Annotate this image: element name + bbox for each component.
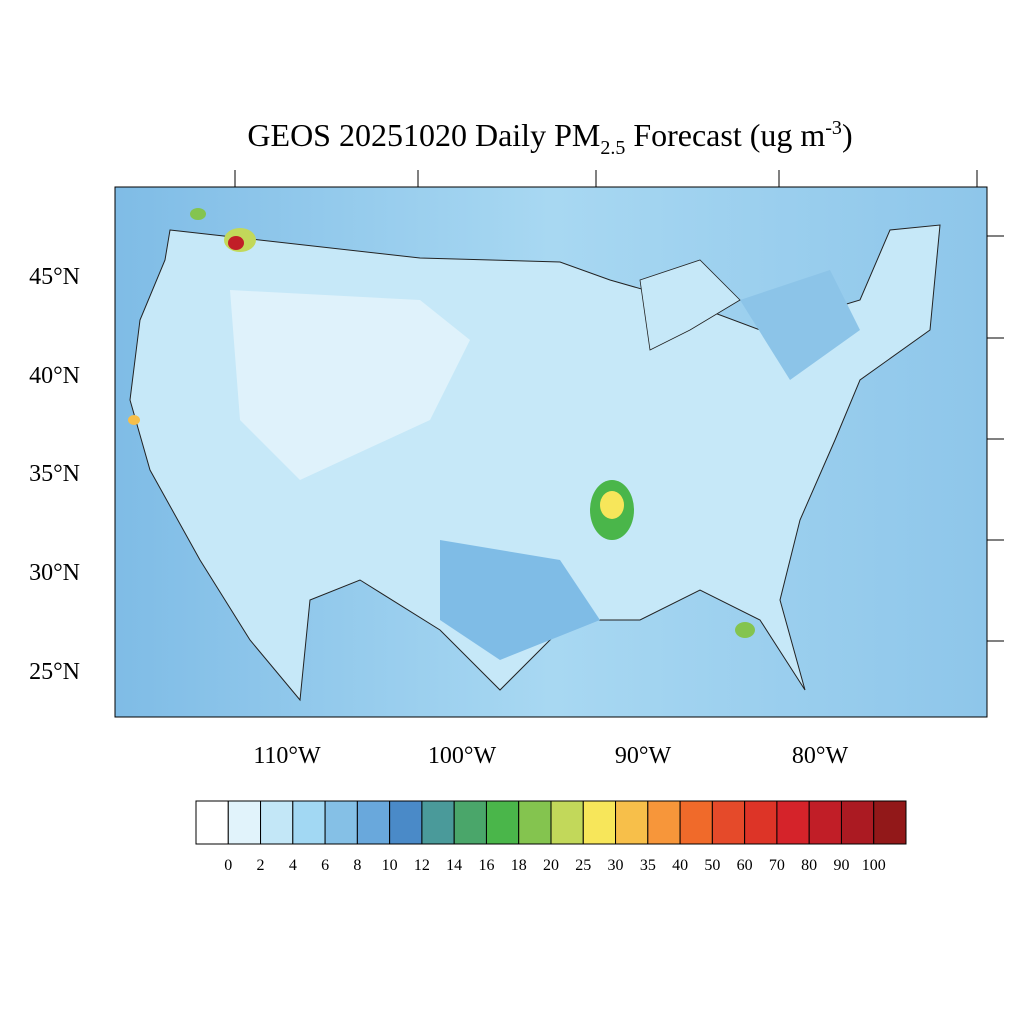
lat-label: 30°N bbox=[29, 560, 80, 586]
lat-label: 45°N bbox=[29, 264, 80, 290]
colorbar-box bbox=[776, 800, 810, 845]
colorbar-label: 10 bbox=[382, 857, 398, 874]
colorbar-box bbox=[840, 800, 875, 845]
colorbar-label: 25 bbox=[575, 857, 591, 874]
colorbar-box bbox=[873, 800, 907, 845]
colorbar-label: 14 bbox=[446, 857, 462, 874]
colorbar-label: 35 bbox=[640, 857, 656, 874]
lon-label: 110°W bbox=[253, 743, 321, 769]
title: GEOS 20251020 Daily PM2.5 Forecast (ug m… bbox=[247, 117, 852, 159]
colorbar-box bbox=[485, 800, 520, 845]
colorbar-label: 40 bbox=[672, 857, 688, 874]
colorbar-box bbox=[324, 800, 358, 845]
colorbar-label: 20 bbox=[543, 857, 559, 874]
colorbar-box bbox=[711, 800, 746, 845]
colorbar-label: 100 bbox=[862, 857, 886, 874]
colorbar-label: 90 bbox=[833, 857, 849, 874]
lat-label: 40°N bbox=[29, 363, 80, 389]
title-superscript: -3 bbox=[825, 117, 842, 139]
clean-area bbox=[230, 290, 470, 480]
lat-label: 35°N bbox=[29, 461, 80, 487]
colorbar-box bbox=[615, 800, 649, 845]
title-close: ) bbox=[842, 117, 853, 153]
title-subscript: 2.5 bbox=[600, 137, 625, 159]
colorbar-label: 60 bbox=[737, 857, 753, 874]
plume-core bbox=[600, 491, 624, 519]
colorbar-label: 0 bbox=[224, 857, 232, 874]
colorbar-label: 8 bbox=[353, 857, 361, 874]
plume bbox=[190, 208, 206, 220]
colorbar-box bbox=[260, 800, 294, 845]
colorbar-box bbox=[808, 800, 842, 845]
colorbar-box bbox=[453, 800, 487, 845]
colorbar-box bbox=[679, 800, 713, 845]
colorbar-box bbox=[744, 800, 778, 845]
title-main: GEOS 20251020 Daily PM bbox=[247, 117, 600, 153]
map-frame bbox=[114, 186, 988, 718]
colorbar-box bbox=[356, 800, 391, 845]
lat-label: 25°N bbox=[29, 659, 80, 685]
lon-label: 100°W bbox=[428, 743, 497, 769]
lon-label: 80°W bbox=[792, 743, 849, 769]
colorbar-box bbox=[582, 800, 617, 845]
plume bbox=[128, 415, 140, 425]
colorbar-label: 80 bbox=[801, 857, 817, 874]
colorbar-box bbox=[647, 800, 681, 845]
lon-label: 90°W bbox=[615, 743, 672, 769]
great-lakes bbox=[639, 259, 741, 351]
colorbar-box bbox=[195, 800, 229, 845]
colorbar-box bbox=[421, 800, 455, 845]
texas-area bbox=[440, 540, 600, 660]
colorbar-box bbox=[550, 800, 584, 845]
colorbar-box bbox=[227, 800, 262, 845]
frame-ticks bbox=[234, 170, 1004, 642]
colorbar-label: 2 bbox=[257, 857, 265, 874]
northeast-area bbox=[740, 270, 860, 380]
colorbar-label: 70 bbox=[769, 857, 785, 874]
colorbar-label: 4 bbox=[289, 857, 297, 874]
colorbar-label: 30 bbox=[608, 857, 624, 874]
colorbar-label: 12 bbox=[414, 857, 430, 874]
colorbar-label: 18 bbox=[511, 857, 527, 874]
colorbar-box bbox=[389, 800, 423, 845]
plume-core bbox=[228, 236, 244, 250]
colorbar-label: 50 bbox=[704, 857, 720, 874]
colorbar-box bbox=[292, 800, 326, 845]
colorbar-label: 6 bbox=[321, 857, 329, 874]
colorbar-label: 16 bbox=[478, 857, 494, 874]
plume bbox=[735, 622, 755, 638]
colorbar-box bbox=[518, 800, 552, 845]
title-after: Forecast (ug m bbox=[625, 117, 825, 153]
map-field bbox=[115, 187, 987, 717]
